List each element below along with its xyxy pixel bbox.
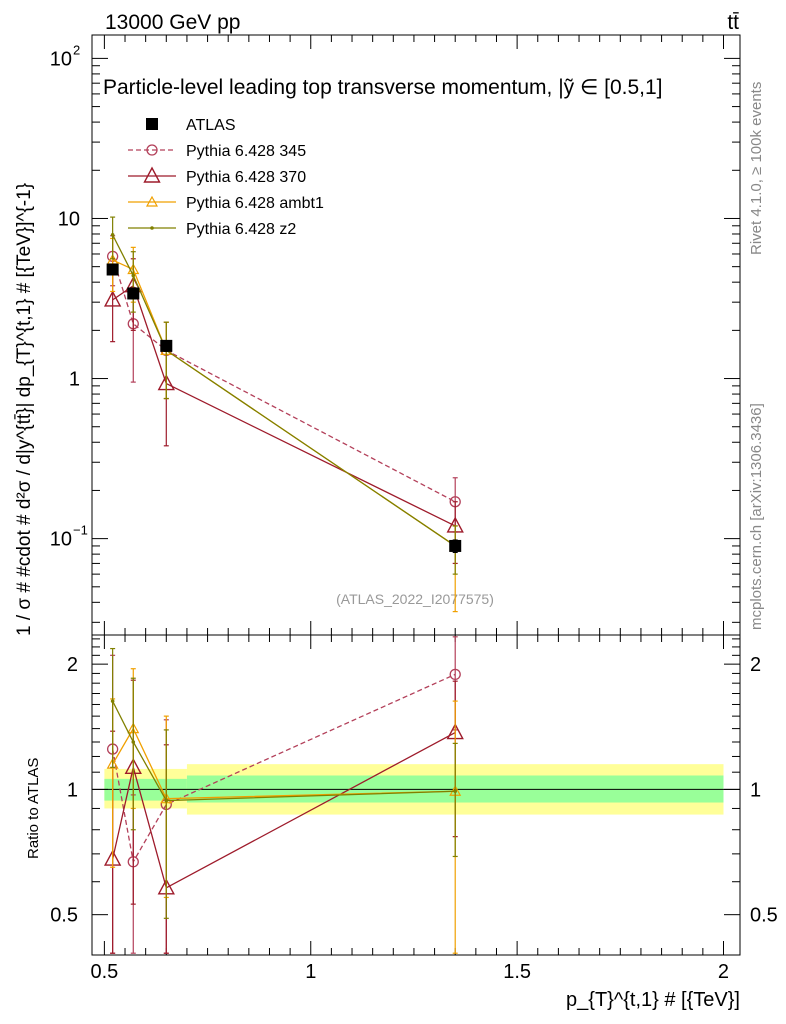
legend-marker-p370 — [143, 166, 161, 183]
ratio-y-tick-label: 2 — [67, 654, 78, 676]
legend-marker-p345 — [146, 144, 158, 156]
main-point-atlas — [449, 539, 462, 552]
x-tick-label: 1 — [305, 961, 316, 983]
main-point-z2 — [131, 273, 136, 278]
ratio-line-p345 — [111, 673, 456, 864]
main-line-p370 — [112, 284, 456, 527]
ratio-frame — [91, 634, 741, 956]
main-point-atlas — [106, 263, 119, 276]
ratio-line-ambt1 — [112, 727, 456, 800]
main-line-z2 — [112, 234, 456, 547]
ratio-y-tick-label-right: 2 — [750, 654, 761, 676]
x-tick-label: 0.5 — [90, 961, 118, 983]
y-tick-exponent: −1 — [73, 523, 88, 538]
ratio-point-z2 — [453, 789, 458, 794]
rivet-label: Rivet 4.1.0, ≥ 100k events — [748, 82, 765, 255]
mcplots-label: mcplots.cern.ch [arXiv:1306.3436] — [748, 403, 765, 630]
energy-label: 13000 GeV pp — [105, 11, 240, 34]
ratio-y-tick-label-right: 0.5 — [750, 905, 778, 927]
ratio-y-tick-label: 1 — [67, 779, 78, 801]
y-axis-label: 1 / σ # #cdot # d²σ / d|y^{tt̄}| dp_{T}^… — [14, 183, 35, 636]
x-tick-label: 2 — [718, 961, 729, 983]
legend-label-p370: Pythia 6.428 370 — [186, 169, 306, 186]
watermark: (ATLAS_2022_I2077575) — [336, 591, 494, 607]
y-tick-label: 10 — [50, 529, 72, 551]
main-point-atlas — [160, 339, 173, 352]
main-point-p370 — [103, 290, 122, 307]
x-tick-label: 1.5 — [503, 961, 531, 983]
ratio-plot-area: 0.5 1 1.5 2 0.5 0.5 1 1 2 2 — [50, 634, 778, 983]
ratio-y-tick-label: 0.5 — [50, 905, 78, 927]
ratio-point-ambt1 — [106, 757, 119, 769]
legend-marker-atlas — [146, 118, 158, 130]
ratio-line-p370 — [112, 731, 456, 889]
y-tick-label: 1 — [69, 369, 80, 391]
ratio-point-p345 — [449, 668, 461, 681]
y-tick-label: 10 — [58, 208, 80, 230]
main-line-p345 — [112, 256, 456, 503]
legend-label-p345: Pythia 6.428 345 — [186, 143, 306, 160]
process-label: tt̄ — [727, 11, 739, 34]
legend-label-ambt1: Pythia 6.428 ambt1 — [186, 195, 324, 212]
ratio-point-z2 — [164, 798, 169, 803]
legend-marker-z2 — [150, 226, 154, 230]
plot-title: Particle-level leading top transverse mo… — [103, 76, 663, 99]
x-axis-label: p_{T}^{t,1} # [{TeV}] — [566, 989, 740, 1011]
main-line-ambt1 — [112, 259, 456, 547]
legend-label-z2: Pythia 6.428 z2 — [186, 221, 296, 238]
legend: ATLAS Pythia 6.428 345 Pythia 6.428 370 Pyt… — [128, 117, 324, 238]
y-tick-exponent: 2 — [73, 42, 80, 57]
ratio-line-z2 — [112, 700, 456, 802]
y-tick-label: 10 — [50, 48, 72, 70]
ratio-y-tick-label-right: 1 — [750, 779, 761, 801]
legend-marker-ambt1 — [145, 195, 159, 207]
ratio-point-z2 — [131, 740, 136, 744]
legend-label-atlas: ATLAS — [186, 117, 236, 134]
main-point-atlas — [127, 287, 140, 300]
main-point-z2 — [110, 233, 115, 237]
ratio-y-axis-label: Ratio to ATLAS — [25, 758, 42, 859]
ratio-point-z2 — [110, 699, 115, 703]
